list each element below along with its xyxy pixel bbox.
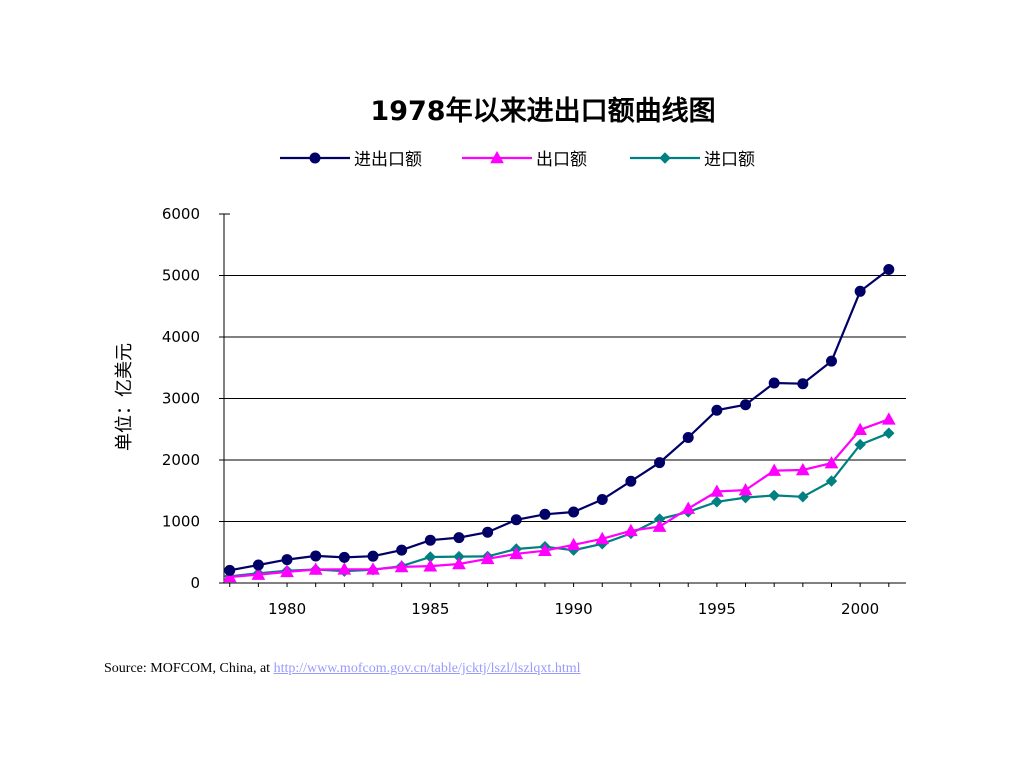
data-point — [741, 400, 751, 410]
y-tick-label: 1000 — [162, 513, 200, 531]
grid — [224, 276, 906, 522]
data-point — [682, 503, 694, 514]
y-tick-label: 3000 — [162, 390, 200, 408]
data-point — [540, 509, 550, 519]
y-tick-label: 6000 — [162, 205, 200, 223]
source-link[interactable]: http://www.mofcom.gov.cn/table/jcktj/lsz… — [274, 661, 581, 676]
data-point — [798, 492, 808, 502]
legend-item: 出口额 — [462, 150, 587, 170]
series-circle — [225, 265, 894, 576]
y-tick-label: 4000 — [162, 328, 200, 346]
data-point — [225, 565, 235, 575]
data-point — [253, 560, 263, 570]
data-point — [683, 432, 693, 442]
y-tick-label: 2000 — [162, 451, 200, 469]
data-point — [826, 356, 836, 366]
data-point — [712, 497, 722, 507]
x-tick-label: 2000 — [841, 600, 879, 618]
x-ticks: 1980 1985 1990 1995 2000 — [230, 583, 889, 618]
y-tick-label: 5000 — [162, 267, 200, 285]
data-point — [483, 527, 493, 537]
data-point — [769, 378, 779, 388]
legend-label: 进口额 — [704, 150, 755, 170]
data-point — [425, 535, 435, 545]
x-tick-label: 1990 — [555, 600, 593, 618]
data-point — [855, 286, 865, 296]
y-axis-label: 单位：亿美元 — [114, 343, 135, 451]
data-point — [597, 495, 607, 505]
chart: 1978年以来进出口额曲线图 进出口额 出口额 进口额 单位：亿美元 0 1000 20… — [0, 0, 1024, 660]
slide: 1978年以来进出口额曲线图 进出口额 出口额 进口额 单位：亿美元 0 1000 20… — [0, 0, 1024, 768]
y-axis-label-text: 单位：亿美元 — [114, 343, 135, 451]
x-tick-label: 1980 — [268, 600, 306, 618]
x-tick-label: 1995 — [698, 600, 736, 618]
data-point — [311, 551, 321, 561]
legend-marker — [660, 153, 670, 163]
series-diamond — [225, 428, 894, 581]
legend-label: 进出口额 — [354, 150, 422, 170]
data-point — [769, 490, 779, 500]
data-point — [712, 405, 722, 415]
series-line — [230, 270, 889, 571]
data-point — [798, 379, 808, 389]
data-point — [282, 555, 292, 565]
chart-title: 1978年以来进出口额曲线图 — [370, 95, 715, 127]
series-line — [230, 419, 889, 577]
data-point — [884, 428, 894, 438]
data-point — [569, 507, 579, 517]
y-tick-label: 0 — [190, 574, 200, 592]
y-ticks: 0 1000 2000 3000 4000 5000 6000 — [162, 205, 224, 592]
legend: 进出口额 出口额 进口额 — [280, 150, 755, 170]
source-note: Source: MOFCOM, China, at http://www.mof… — [104, 661, 580, 677]
x-tick-label: 1985 — [411, 600, 449, 618]
data-point — [368, 551, 378, 561]
source-prefix: Source: MOFCOM, China, at — [104, 661, 274, 676]
legend-label: 出口额 — [536, 150, 587, 170]
data-point — [884, 265, 894, 275]
data-point — [454, 533, 464, 543]
data-point — [511, 515, 521, 525]
data-point — [397, 545, 407, 555]
data-point — [655, 458, 665, 468]
legend-item: 进出口额 — [280, 150, 422, 170]
data-point — [626, 476, 636, 486]
data-point — [339, 552, 349, 562]
legend-marker — [310, 153, 320, 163]
series-line — [230, 433, 889, 576]
data-point — [883, 413, 895, 424]
series-layer — [224, 265, 895, 582]
legend-item: 进口额 — [630, 150, 755, 170]
